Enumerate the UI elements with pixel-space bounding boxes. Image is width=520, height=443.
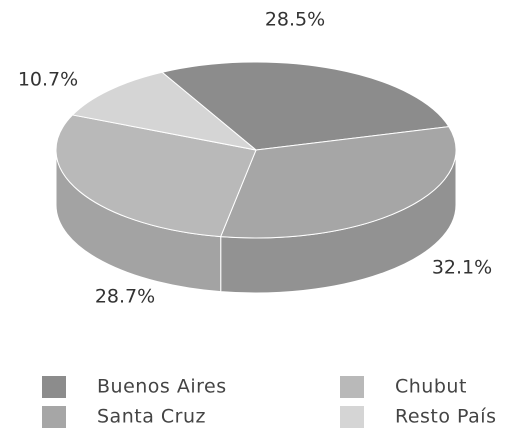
legend-swatch [340,406,364,428]
slice [55,114,257,238]
legend-swatch [340,376,364,398]
value-label: 28.7% [95,286,155,308]
legend-label: Santa Cruz [97,406,206,428]
value-label: 10.7% [18,69,78,91]
slice [161,61,450,151]
value-label: 28.5% [265,9,325,31]
legend-label: Resto País [395,406,496,428]
legend-label: Chubut [395,376,467,398]
slice [219,126,457,239]
value-label: 32.1% [432,257,492,279]
legend-swatch [42,376,66,398]
slice [71,71,257,151]
legend-label: Buenos Aires [97,376,227,398]
legend-swatch [42,406,66,428]
